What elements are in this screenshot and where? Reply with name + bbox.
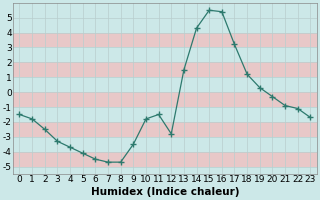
Bar bbox=[13, 92, 317, 107]
Bar bbox=[13, 152, 317, 167]
Bar bbox=[13, 122, 317, 137]
X-axis label: Humidex (Indice chaleur): Humidex (Indice chaleur) bbox=[91, 187, 239, 197]
Bar bbox=[13, 33, 317, 47]
Bar bbox=[13, 62, 317, 77]
